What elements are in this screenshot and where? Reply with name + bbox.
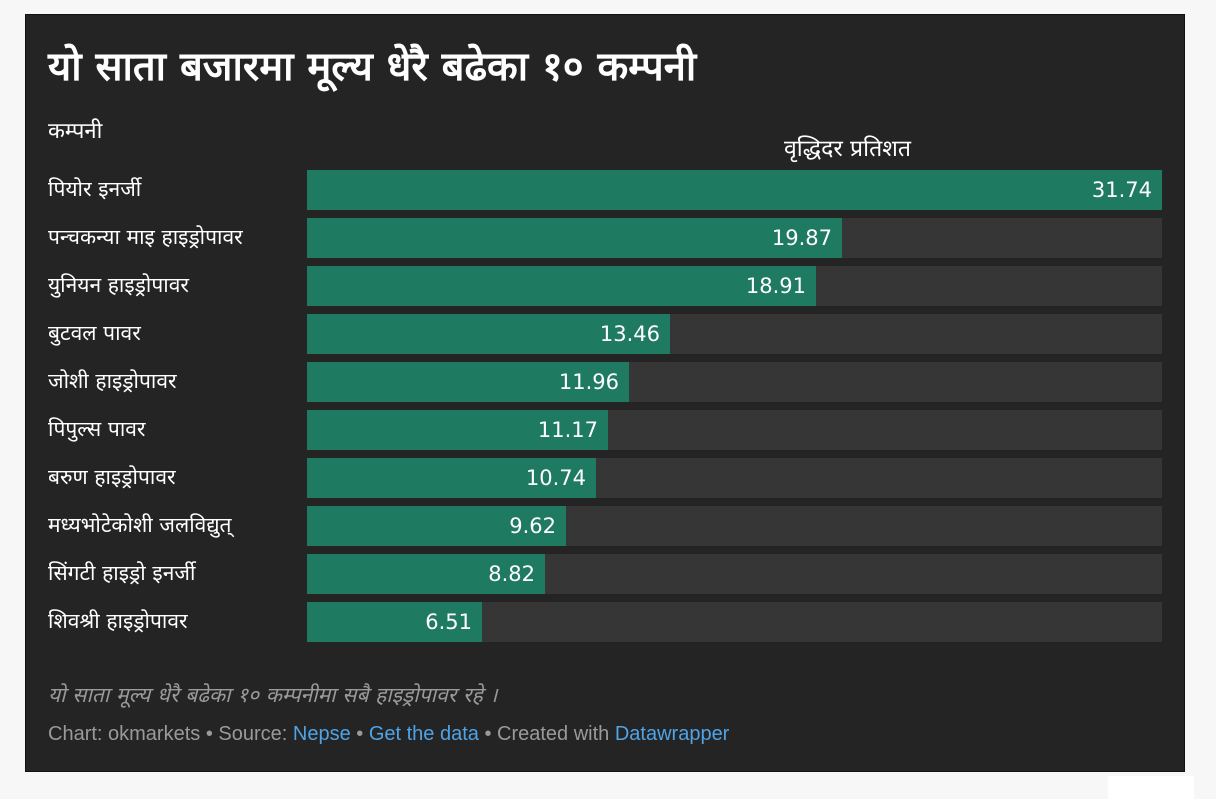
bar-value-label: 18.91 [745,274,806,298]
bar-track: 6.51 [307,602,1162,642]
bar-row: जोशी हाइड्रोपावर 11.96 [26,362,1184,402]
bar-track: 8.82 [307,554,1162,594]
bar-track: 11.96 [307,362,1162,402]
chart-title: यो साता बजारमा मूल्य धेरै बढेका १० कम्पन… [48,44,697,90]
chart-note: यो साता मूल्य धेरै बढेका १० कम्पनीमा सबै… [48,683,498,707]
bar-value-label: 6.51 [425,610,472,634]
bar-row: युनियन हाइड्रोपावर 18.91 [26,266,1184,306]
bar: 11.17 [307,410,608,450]
bar-row: सिंगटी हाइड्रो इनर्जी 8.82 [26,554,1184,594]
chart-container: यो साता बजारमा मूल्य धेरै बढेका १० कम्पन… [25,14,1185,772]
bar-value-label: 9.62 [509,514,556,538]
bar-track: 9.62 [307,506,1162,546]
category-label: जोशी हाइड्रोपावर [48,369,177,393]
bar-value-label: 11.96 [558,370,619,394]
bar-value-label: 11.17 [537,418,598,442]
bar-value-label: 8.82 [488,562,535,586]
get-data-link[interactable]: Get the data [368,723,479,745]
bar-track: 11.17 [307,410,1162,450]
bar: 9.62 [307,506,566,546]
label-column-header: कम्पनी [48,119,103,144]
chart-credit: Chart: okmarkets [48,723,201,745]
category-label: शिवश्री हाइड्रोपावर [48,609,188,633]
bar-row: मध्यभोटेकोशी जलविद्युत् 9.62 [26,506,1184,546]
bar-track: 10.74 [307,458,1162,498]
bar: 31.74 [307,170,1162,210]
created-prefix: • Created with [478,723,615,745]
category-label: बरुण हाइड्रोपावर [48,465,176,489]
bar-value-label: 13.46 [599,322,660,346]
bar-row: बरुण हाइड्रोपावर 10.74 [26,458,1184,498]
bar-value-label: 10.74 [525,466,586,490]
bar-row: शिवश्री हाइड्रोपावर 6.51 [26,602,1184,642]
bar-value-label: 19.87 [771,226,832,250]
bar-track: 31.74 [307,170,1162,210]
bar: 10.74 [307,458,596,498]
bar: 19.87 [307,218,842,258]
bar-row: बुटवल पावर 13.46 [26,314,1184,354]
category-label: पियोर इनर्जी [48,177,142,201]
category-label: पन्चकन्या माइ हाइड्रोपावर [48,225,243,249]
bar-value-label: 31.74 [1091,178,1152,202]
bar: 11.96 [307,362,629,402]
bar-row: पिपुल्स पावर 11.17 [26,410,1184,450]
bar: 6.51 [307,602,482,642]
category-label: युनियन हाइड्रोपावर [48,273,189,297]
value-column-header: वृद्धिदर प्रतिशत [784,136,911,162]
bar: 18.91 [307,266,816,306]
bar-track: 13.46 [307,314,1162,354]
bar-row: पियोर इनर्जी 31.74 [26,170,1184,210]
category-label: सिंगटी हाइड्रो इनर्जी [48,561,196,585]
bar-track: 18.91 [307,266,1162,306]
chart-footer: Chart: okmarkets • Source: Nepse • Get t… [48,723,729,746]
bar: 8.82 [307,554,545,594]
datawrapper-link[interactable]: Datawrapper [614,723,730,745]
footer-separator: • [350,723,369,745]
category-label: पिपुल्स पावर [48,417,146,441]
source-link[interactable]: Nepse [292,723,351,745]
bar-track: 19.87 [307,218,1162,258]
source-prefix: • Source: [200,723,293,745]
bar-row: पन्चकन्या माइ हाइड्रोपावर 19.87 [26,218,1184,258]
corner-patch [1108,776,1194,799]
bar: 13.46 [307,314,670,354]
category-label: बुटवल पावर [48,321,141,345]
category-label: मध्यभोटेकोशी जलविद्युत् [48,513,232,537]
